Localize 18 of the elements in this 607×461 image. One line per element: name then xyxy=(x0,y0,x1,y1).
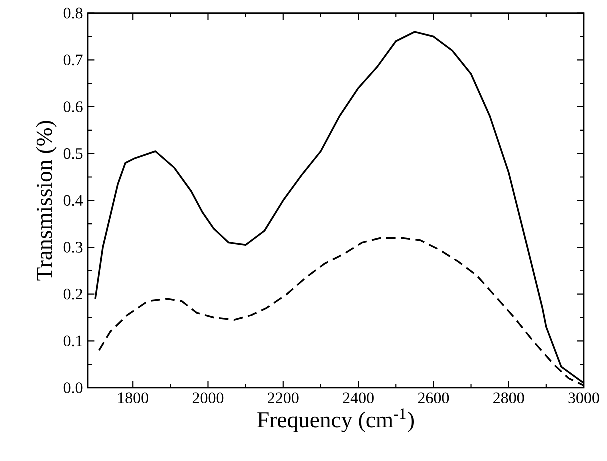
y-tick-label: 0.5 xyxy=(64,148,83,160)
x-tick-label: 2400 xyxy=(343,392,374,404)
y-tick-label: 0.3 xyxy=(64,242,83,253)
x-tick-label: 2800 xyxy=(494,392,524,404)
y-tick-label: 0.6 xyxy=(64,102,83,112)
y-tick-label: 0.0 xyxy=(64,382,83,394)
y-tick-label: 0.7 xyxy=(64,54,83,66)
y-tick-label: 0.2 xyxy=(64,288,82,300)
y-axis-title: Transmission (%) xyxy=(36,121,57,281)
y-tick-label: 0.8 xyxy=(64,8,83,19)
x-tick-label: 2000 xyxy=(192,392,224,404)
y-tick-label: 0.4 xyxy=(64,195,84,206)
x-axis-title: Frequency (cm$^{-1}$) xyxy=(258,408,414,432)
x-tick-label: 1800 xyxy=(118,392,148,404)
x-tick-label: 2600 xyxy=(418,392,450,404)
x-tick-label: 2200 xyxy=(268,392,299,404)
y-tick-label: 0.1 xyxy=(64,336,82,347)
x-tick-label: 3000 xyxy=(568,392,600,404)
